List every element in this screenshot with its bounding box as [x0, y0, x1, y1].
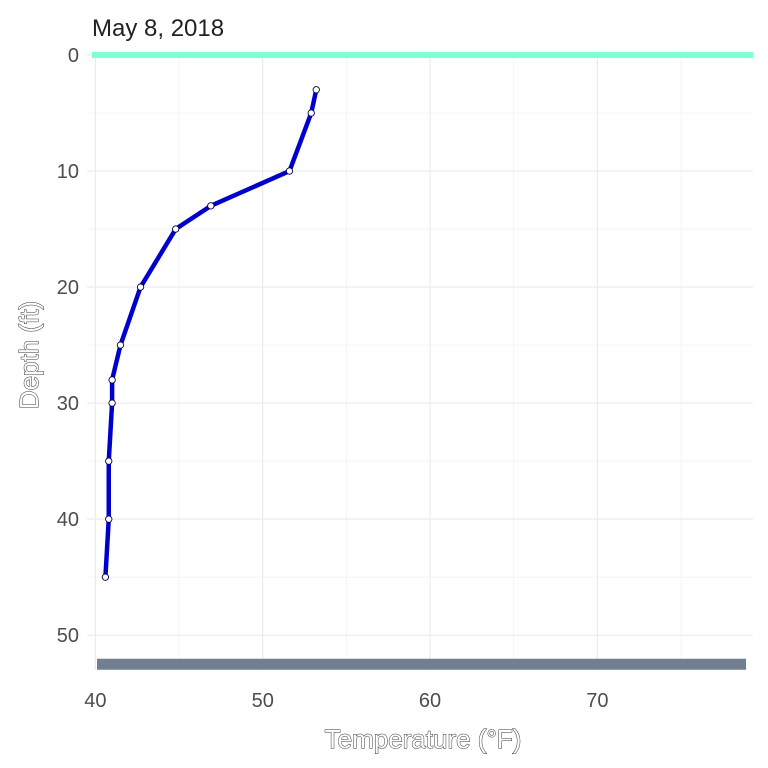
data-point — [101, 573, 110, 581]
data-point — [105, 457, 113, 465]
reference-lines — [92, 52, 753, 670]
data-point — [307, 109, 315, 117]
y-axis-label: Depth (ft) — [14, 301, 44, 409]
y-tick-label: 40 — [57, 509, 79, 531]
y-tick-label: 50 — [57, 625, 79, 647]
x-axis-ticks: 40 50 60 70 — [84, 690, 608, 712]
data-point — [172, 225, 180, 233]
grid — [87, 54, 753, 670]
series-line — [103, 87, 319, 580]
data-point — [207, 202, 215, 210]
y-tick-label: 20 — [57, 277, 79, 299]
y-tick-label: 0 — [68, 45, 79, 67]
data-point — [285, 167, 294, 175]
data-point — [312, 86, 320, 94]
data-point — [105, 515, 113, 523]
series — [101, 86, 320, 581]
chart-title: May 8, 2018 — [92, 15, 224, 42]
x-tick-label: 60 — [419, 690, 441, 712]
x-tick-label: 70 — [586, 690, 608, 712]
x-tick-label: 50 — [252, 690, 274, 712]
data-point — [136, 283, 145, 291]
x-axis-label: Temperature (°F) — [325, 724, 522, 754]
y-tick-label: 10 — [57, 161, 79, 183]
y-tick-label: 30 — [57, 393, 79, 415]
x-tick-label: 40 — [84, 690, 106, 712]
data-point — [108, 399, 116, 407]
data-point — [108, 376, 116, 384]
data-point — [116, 341, 125, 349]
y-axis-ticks: 0 10 20 30 40 50 — [57, 45, 79, 647]
